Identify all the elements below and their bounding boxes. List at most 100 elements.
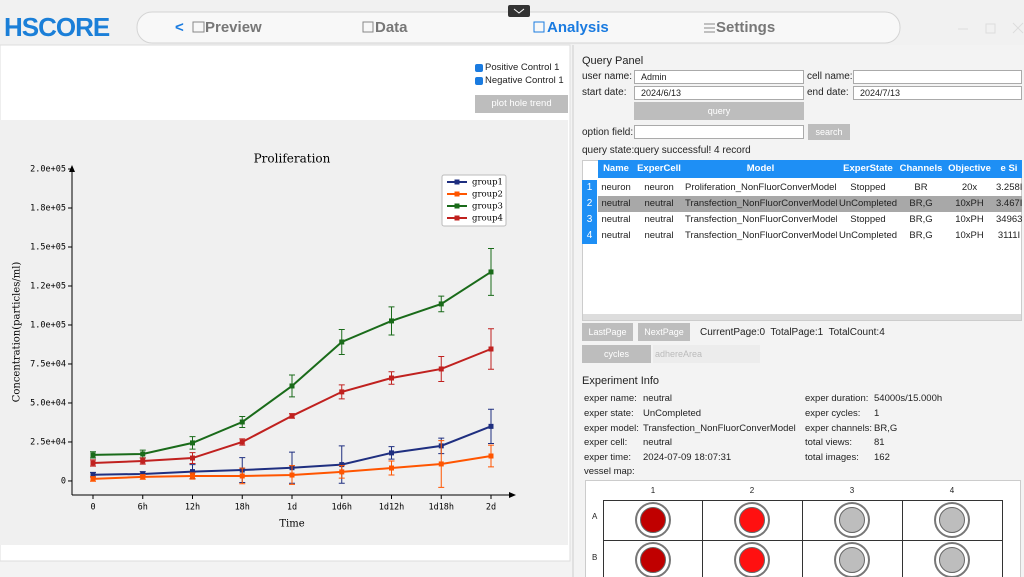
field-label: end date:	[807, 87, 849, 98]
cell[interactable]: BR,G	[909, 230, 933, 241]
cell[interactable]: neuron	[601, 182, 631, 193]
legend-checkbox[interactable]	[475, 64, 483, 72]
well[interactable]	[635, 542, 671, 577]
page-button[interactable]: LastPage	[582, 323, 633, 341]
cell[interactable]: 10xPH	[955, 198, 984, 209]
point	[140, 458, 146, 464]
y-tick-label: 1.5e+05	[30, 242, 66, 252]
text-input[interactable]	[853, 70, 1022, 84]
field-label: option field:	[582, 127, 634, 138]
chart-title: Proliferation	[254, 152, 331, 166]
cell[interactable]: neutral	[601, 198, 631, 209]
collapse-tab[interactable]	[508, 5, 530, 17]
error-cap	[289, 374, 295, 398]
search-button[interactable]: search	[808, 124, 850, 140]
info-label: total images:	[805, 452, 859, 464]
selected-row[interactable]	[598, 196, 1022, 212]
cell[interactable]: BR,G	[909, 214, 933, 225]
close[interactable]	[1012, 22, 1024, 34]
info-value: UnCompleted	[643, 407, 702, 419]
maximize[interactable]	[985, 23, 996, 34]
cell[interactable]: 10xPH	[955, 214, 984, 225]
cell[interactable]: Proliferation_NonFluorConverModel	[685, 182, 837, 193]
dropdown[interactable]: adhereArea	[653, 345, 760, 363]
cell[interactable]: BR	[914, 182, 928, 193]
back-button[interactable]: <	[175, 19, 184, 36]
well-divider	[603, 540, 1002, 541]
column-label: 3	[849, 486, 855, 495]
text-input[interactable]: Admin	[634, 70, 804, 84]
error-cap	[338, 465, 345, 479]
cell[interactable]: BR,G	[909, 198, 933, 209]
cell[interactable]: 3.258I	[996, 182, 1022, 193]
cell[interactable]: UnCompleted	[838, 198, 898, 209]
error-cap	[488, 248, 494, 296]
row-index[interactable]: 2	[582, 196, 597, 212]
row-label: A	[592, 512, 598, 521]
point	[289, 383, 295, 389]
cycles-button[interactable]: cycles	[582, 345, 651, 363]
row-index[interactable]: 4	[582, 228, 597, 244]
cell[interactable]: Transfection_NonFluorConverModel	[685, 230, 837, 241]
row-index[interactable]: 3	[582, 212, 597, 228]
cell[interactable]: 3.467I	[996, 198, 1022, 209]
cell[interactable]: 20x	[961, 182, 978, 193]
well-fill	[739, 507, 765, 533]
point	[339, 389, 345, 395]
legend-checkbox[interactable]	[475, 77, 483, 85]
cell[interactable]: Stopped	[850, 214, 886, 225]
x-axis-label: Time	[279, 519, 304, 530]
cell[interactable]: 34963	[996, 214, 1022, 225]
nav-tab[interactable]: Settings	[716, 19, 776, 36]
nav-tab[interactable]: Analysis	[547, 19, 609, 36]
cell[interactable]: neutral	[644, 230, 674, 241]
cell[interactable]: 10xPH	[955, 230, 984, 241]
cell[interactable]: neutral	[644, 214, 674, 225]
state-label: query state:	[582, 145, 635, 156]
column-header: Channels	[899, 163, 943, 174]
point	[239, 473, 245, 479]
cell[interactable]: neutral	[601, 214, 631, 225]
cell[interactable]: neutral	[601, 230, 631, 241]
cell[interactable]: UnCompleted	[838, 230, 898, 241]
cell[interactable]: neuron	[644, 182, 674, 193]
well[interactable]	[934, 542, 970, 577]
nav-tab[interactable]: Preview	[205, 19, 262, 36]
error-cap	[90, 459, 96, 467]
text-input[interactable]: 2024/7/13	[853, 86, 1022, 100]
well[interactable]	[635, 502, 671, 538]
nav-tab[interactable]: Data	[375, 19, 408, 36]
cell[interactable]: neutral	[644, 198, 674, 209]
error-cap	[289, 465, 295, 485]
error-cap	[438, 355, 445, 382]
point	[289, 472, 295, 478]
error-cap	[488, 408, 494, 445]
error-cap	[388, 306, 395, 336]
text-input[interactable]	[634, 125, 804, 139]
well[interactable]	[734, 542, 770, 577]
error-cap	[388, 371, 395, 385]
y-tick-label: 2.5e+04	[30, 437, 66, 447]
well[interactable]	[934, 502, 970, 538]
legend-label: group2	[472, 190, 503, 200]
cell[interactable]: Transfection_NonFluorConverModel	[685, 214, 837, 225]
page-button[interactable]: NextPage	[638, 323, 690, 341]
point	[90, 476, 96, 482]
point	[190, 469, 195, 475]
well[interactable]	[834, 502, 870, 538]
row-index[interactable]: 1	[582, 180, 597, 196]
well-divider	[1002, 500, 1003, 577]
cell[interactable]: Transfection_NonFluorConverModel	[685, 198, 837, 209]
text-input[interactable]: 2024/6/13	[634, 86, 804, 100]
scrollbar[interactable]	[583, 314, 1021, 320]
cell[interactable]: 3111I	[997, 230, 1021, 241]
query-button[interactable]: query	[634, 102, 804, 120]
well[interactable]	[834, 542, 870, 577]
analysis-icon	[533, 21, 545, 33]
cell[interactable]: Stopped	[850, 182, 886, 193]
point	[190, 473, 195, 479]
x-tick-label: 18h	[235, 503, 250, 513]
well[interactable]	[734, 502, 770, 538]
x-tick-label: 1d	[287, 503, 297, 513]
plot-button[interactable]: plot hole trend	[475, 95, 568, 113]
